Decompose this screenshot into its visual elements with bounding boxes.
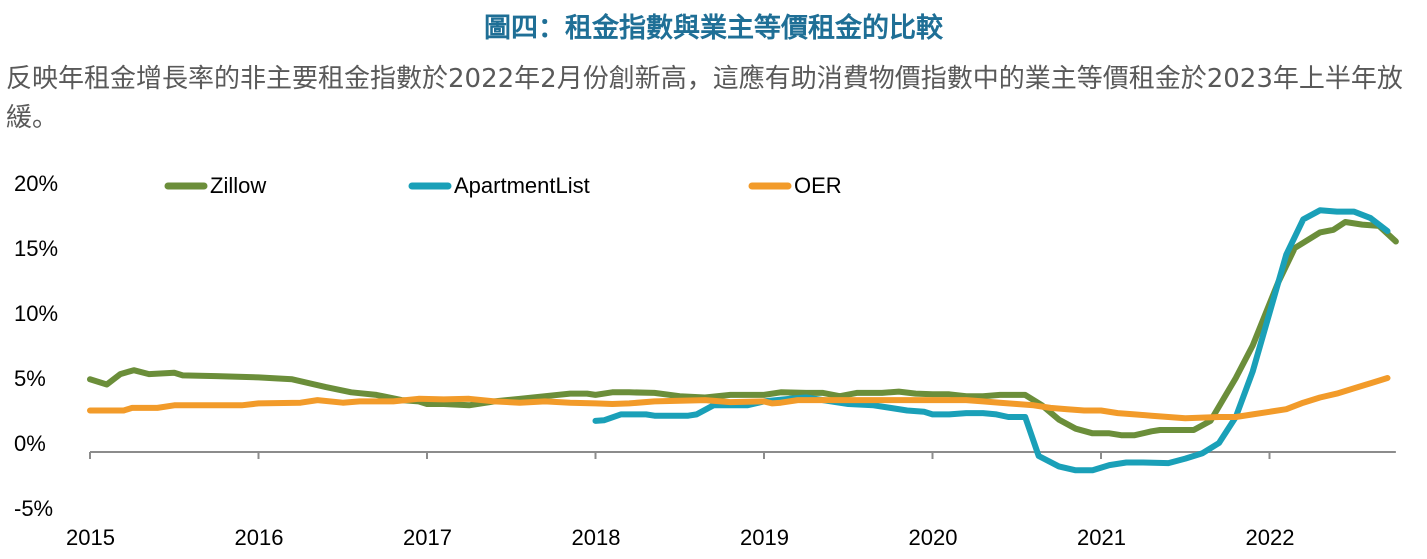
legend-label-oer: OER [794, 173, 842, 198]
x-tick-label: 2020 [909, 525, 958, 550]
y-tick-label: 20% [14, 171, 58, 196]
x-tick-label: 2017 [403, 525, 452, 550]
x-tick-label: 2015 [66, 525, 115, 550]
series-lines [87, 207, 1399, 474]
x-tick-label: 2016 [235, 525, 284, 550]
x-tick-label: 2022 [1246, 525, 1295, 550]
chart-title: 圖四：租金指數與業主等價租金的比較 [484, 13, 943, 44]
x-tick-label: 2018 [572, 525, 621, 550]
series-line-apartmentlist [592, 207, 1391, 474]
x-tick-label: 2021 [1077, 525, 1126, 550]
y-tick-label: 15% [14, 236, 58, 261]
series-line-zillow [87, 219, 1399, 439]
chart-subtitle: 反映年租金增長率的非主要租金指數於2022年2月份創新高，這應有助消費物價指數中… [6, 64, 1403, 133]
legend-label-apartmentlist: ApartmentList [454, 173, 590, 198]
x-tick-label: 2019 [740, 525, 789, 550]
y-axis-ticks: 20% 15% 10% 5% 0% -5% [14, 171, 58, 521]
y-tick-label: 5% [14, 366, 46, 391]
series-line-oer [87, 375, 1391, 422]
legend: Zillow ApartmentList OER [164, 173, 842, 198]
y-tick-label: 0% [14, 431, 46, 456]
x-axis: 2015 2016 2017 2018 2019 2020 2021 2022 [66, 451, 1396, 550]
legend-label-zillow: Zillow [210, 173, 266, 198]
y-tick-label: 10% [14, 301, 58, 326]
y-tick-label: -5% [14, 496, 53, 521]
